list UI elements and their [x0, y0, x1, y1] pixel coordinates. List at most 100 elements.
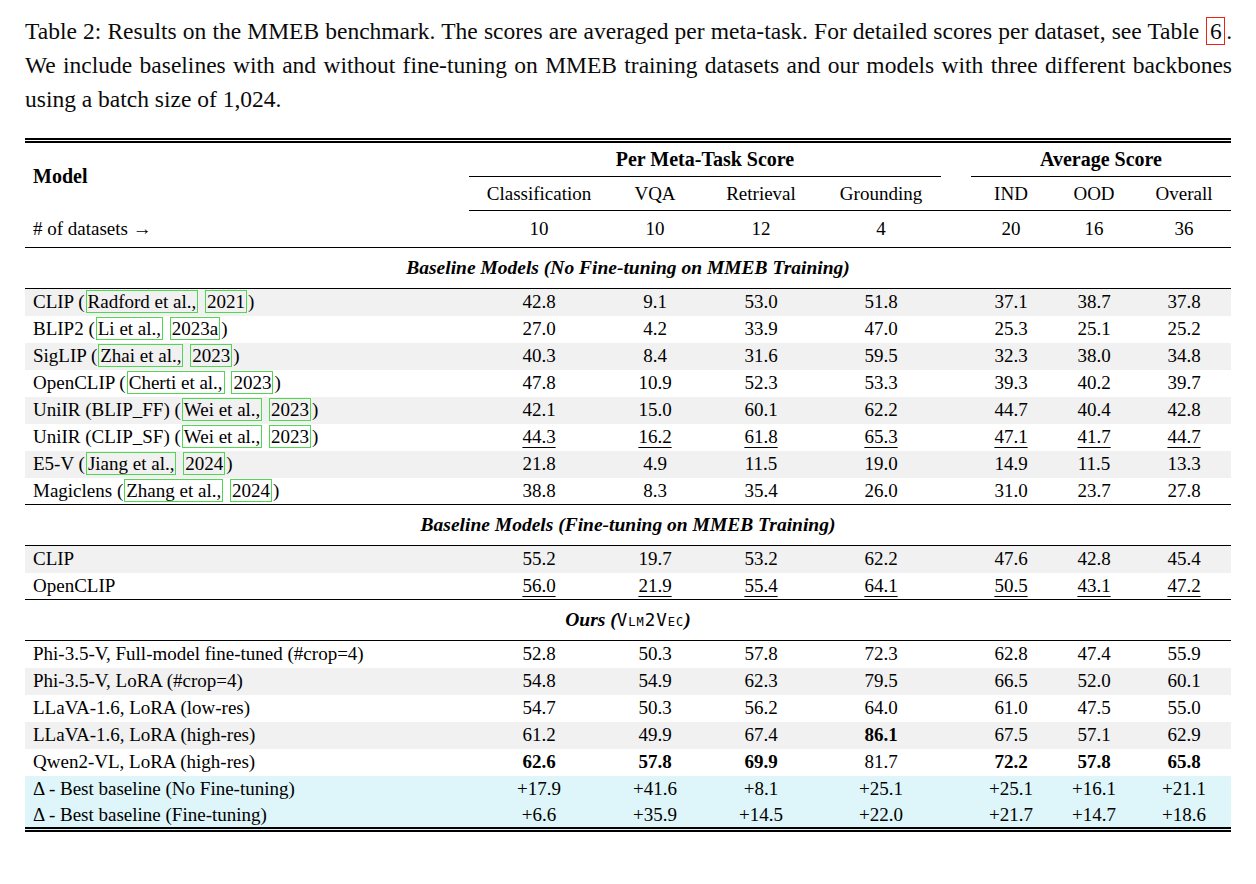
score-cell: 54.7 [469, 695, 609, 722]
score-cell: 38.8 [469, 478, 609, 505]
row-gap [941, 451, 971, 478]
citation-link[interactable]: Li et al., [96, 317, 163, 340]
score-cell: 57.8 [1051, 749, 1137, 776]
citation-link[interactable]: Zhai et al., [98, 344, 183, 367]
citation-link[interactable]: 2023a [170, 317, 220, 340]
score-cell: 49.9 [609, 722, 701, 749]
table-row: CLIP (Radford et al., 2021)42.89.153.051… [25, 289, 1231, 316]
model-cell: CLIP [25, 546, 469, 573]
model-cell: LLaVA-1.6, LoRA (low-res) [25, 695, 469, 722]
score-cell: 57.8 [701, 641, 821, 668]
citation-link[interactable]: Wei et al., [182, 425, 263, 448]
score-cell: +8.1 [701, 776, 821, 803]
score-cell: 39.3 [971, 370, 1051, 397]
score-cell: 47.2 [1137, 573, 1231, 600]
table-row: UniIR (CLIP_SF) (Wei et al., 2023)44.316… [25, 424, 1231, 451]
score-cell: +14.7 [1051, 803, 1137, 830]
model-name-text: Phi-3.5-V, LoRA (#crop=4) [33, 670, 243, 691]
citation-link[interactable]: 2024 [183, 452, 225, 475]
score-cell: 9.1 [609, 289, 701, 316]
score-cell: 33.9 [701, 316, 821, 343]
citation-link[interactable]: Jiang et al., [86, 452, 177, 475]
citation-link[interactable]: Wei et al., [182, 398, 263, 421]
model-cell: UniIR (BLIP_FF) (Wei et al., 2023) [25, 397, 469, 424]
citation-link[interactable]: Zhang et al., [124, 479, 223, 502]
score-cell: 8.3 [609, 478, 701, 505]
model-name-text: E5-V ( [33, 453, 85, 474]
model-name-text: CLIP ( [33, 291, 85, 312]
model-cell: UniIR (CLIP_SF) (Wei et al., 2023) [25, 424, 469, 451]
score-cell: 4.9 [609, 451, 701, 478]
row-gap [941, 424, 971, 451]
model-cell: CLIP (Radford et al., 2021) [25, 289, 469, 316]
citation-link[interactable]: 2021 [205, 290, 247, 313]
score-cell: +25.1 [971, 776, 1051, 803]
score-cell: 47.5 [1051, 695, 1137, 722]
score-cell: 19.7 [609, 546, 701, 573]
score-cell: 8.4 [609, 343, 701, 370]
datasets-count-value: 12 [701, 211, 821, 248]
score-cell: 72.2 [971, 749, 1051, 776]
score-cell: 25.3 [971, 316, 1051, 343]
score-cell: 61.0 [971, 695, 1051, 722]
model-name-text [226, 372, 231, 393]
datasets-count-value: 10 [609, 211, 701, 248]
citation-link[interactable]: Radford et al., [86, 290, 199, 313]
score-cell: +41.6 [609, 776, 701, 803]
score-cell: 40.3 [469, 343, 609, 370]
score-cell: +21.1 [1137, 776, 1231, 803]
score-cell: 42.1 [469, 397, 609, 424]
score-cell: +17.9 [469, 776, 609, 803]
citation-link[interactable]: 2024 [230, 479, 272, 502]
table-row: Δ - Best baseline (No Fine-tuning)+17.9+… [25, 776, 1231, 803]
row-gap [941, 546, 971, 573]
score-cell: +35.9 [609, 803, 701, 830]
table-row: Qwen2-VL, LoRA (high-res)62.657.869.981.… [25, 749, 1231, 776]
row-gap [941, 695, 971, 722]
score-cell: 53.2 [701, 546, 821, 573]
citation-link[interactable]: 2023 [269, 425, 311, 448]
score-cell: 55.2 [469, 546, 609, 573]
model-cell: LLaVA-1.6, LoRA (high-res) [25, 722, 469, 749]
citation-link[interactable]: 2023 [190, 344, 232, 367]
section-header: Baseline Models (No Fine-tuning on MMEB … [25, 248, 1231, 289]
table-row: BLIP2 (Li et al., 2023a)27.04.233.947.02… [25, 316, 1231, 343]
column-header-vqa: VQA [609, 177, 701, 211]
table-row: OpenCLIP56.021.955.464.150.543.147.2 [25, 573, 1231, 600]
citation-link[interactable]: Cherti et al., [127, 371, 225, 394]
model-cell: BLIP2 (Li et al., 2023a) [25, 316, 469, 343]
score-cell: 60.1 [701, 397, 821, 424]
model-name-text [177, 453, 182, 474]
score-cell: 62.3 [701, 668, 821, 695]
model-name-text: OpenCLIP ( [33, 372, 126, 393]
citation-link[interactable]: 2023 [231, 371, 273, 394]
score-cell: 67.5 [971, 722, 1051, 749]
table-row: Δ - Best baseline (Fine-tuning)+6.6+35.9… [25, 803, 1231, 830]
score-cell: +22.0 [821, 803, 941, 830]
section-header: Baseline Models (Fine-tuning on MMEB Tra… [25, 505, 1231, 546]
score-cell: 38.0 [1051, 343, 1137, 370]
score-cell: 61.8 [701, 424, 821, 451]
row-gap [941, 478, 971, 505]
row-gap [941, 573, 971, 600]
score-cell: 62.9 [1137, 722, 1231, 749]
score-cell: 21.8 [469, 451, 609, 478]
score-cell: 65.3 [821, 424, 941, 451]
score-cell: 50.5 [971, 573, 1051, 600]
section-header-title: Baseline Models (Fine-tuning on MMEB Tra… [25, 505, 1231, 546]
citation-link[interactable]: 2023 [269, 398, 311, 421]
table-caption: Table 2: Results on the MMEB benchmark. … [25, 14, 1232, 116]
model-name-text [263, 426, 268, 447]
score-cell: 13.3 [1137, 451, 1231, 478]
table-ref-link[interactable]: 6 [1206, 17, 1225, 45]
column-header-model: Model [25, 141, 469, 211]
score-cell: 60.1 [1137, 668, 1231, 695]
row-gap [941, 668, 971, 695]
model-name-text: ) [221, 318, 227, 339]
model-cell: OpenCLIP [25, 573, 469, 600]
model-name-text: ) [233, 345, 239, 366]
score-cell: 10.9 [609, 370, 701, 397]
score-cell: 25.1 [1051, 316, 1137, 343]
score-cell: 19.0 [821, 451, 941, 478]
table-row: Magiclens (Zhang et al., 2024)38.88.335.… [25, 478, 1231, 505]
